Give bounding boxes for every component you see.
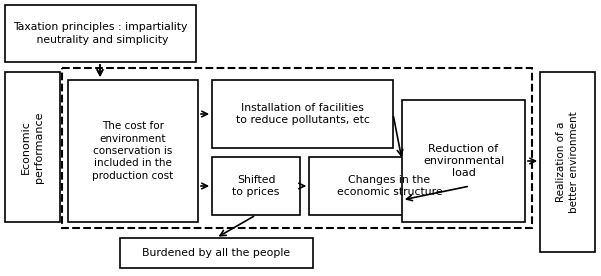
Bar [5,5,196,62]
Text: The cost for
environment
conservation is
included in the
production cost: The cost for environment conservation is… [93,121,174,181]
Text: Economic
performance: Economic performance [21,111,44,183]
Text: Taxation principles : impartiality
 neutrality and simplicity: Taxation principles : impartiality neutr… [13,22,188,45]
Text: Installation of facilities
to reduce pollutants, etc: Installation of facilities to reduce pol… [236,103,370,125]
Text: Shifted
to prices: Shifted to prices [233,175,279,197]
Text: Burdened by all the people: Burdened by all the people [142,248,290,258]
Bar [212,157,300,215]
Bar [5,72,60,222]
Bar [120,238,313,268]
Bar [68,80,198,222]
Bar [212,80,393,148]
Bar [402,100,525,222]
Text: Changes in the
economic structure: Changes in the economic structure [337,175,442,197]
Bar [62,68,532,228]
Text: Reduction of
environmental
load: Reduction of environmental load [423,144,504,178]
Bar [309,157,470,215]
Bar [540,72,595,252]
Text: Realization of a
better environment: Realization of a better environment [557,111,579,213]
